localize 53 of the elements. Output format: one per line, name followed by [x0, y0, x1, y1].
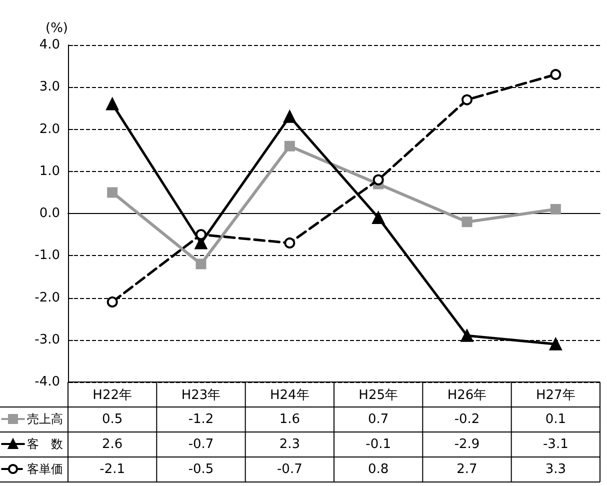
- point: [107, 187, 118, 198]
- point: [372, 211, 385, 224]
- data-label: -0.7: [188, 437, 214, 452]
- legend-label: 客 数: [27, 437, 63, 451]
- data-label: -0.5: [188, 462, 214, 477]
- y-tick-label: -4.0: [34, 374, 60, 390]
- y-tick-label: 2.0: [39, 122, 60, 137]
- data-label: 0.8: [368, 462, 389, 477]
- point: [460, 329, 474, 342]
- data-label: -0.2: [454, 412, 480, 427]
- data-label: -2.1: [100, 462, 126, 477]
- point: [196, 258, 206, 270]
- data-label: 0.5: [102, 412, 123, 427]
- data-label: -0.7: [276, 462, 302, 477]
- point: [106, 296, 118, 308]
- point: [462, 94, 472, 106]
- point: [550, 68, 562, 80]
- y-tick-label: 0.0: [39, 206, 60, 221]
- point: [106, 98, 119, 110]
- y-tick-label: 4.0: [39, 38, 60, 52]
- point: [284, 237, 296, 248]
- point: [462, 216, 472, 228]
- y-tick-label: -3.0: [34, 332, 60, 348]
- data-label: 3.3: [545, 462, 566, 477]
- y-axis-title: (%): [46, 21, 68, 36]
- point: [196, 229, 206, 240]
- data-label: 1.6: [279, 412, 300, 427]
- x-tick-label: H22年: [92, 388, 132, 403]
- data-label: 2.6: [102, 437, 123, 452]
- legend-label: 売上高: [27, 412, 63, 426]
- y-tick-label: -1.0: [34, 248, 60, 264]
- point: [549, 338, 562, 350]
- x-tick-label: H27年: [536, 388, 576, 403]
- point: [284, 140, 295, 152]
- data-label: 0.1: [545, 412, 566, 427]
- x-tick-label: H25年: [358, 388, 398, 403]
- y-tick-label: -2.0: [34, 290, 60, 306]
- x-tick-label: H24年: [270, 388, 310, 403]
- data-label: -0.1: [366, 437, 392, 452]
- data-label: -1.2: [188, 412, 214, 427]
- point: [372, 174, 384, 186]
- x-tick-label: H26年: [447, 388, 487, 403]
- data-label: -2.9: [454, 437, 480, 452]
- data-label: 0.7: [368, 412, 389, 427]
- point: [283, 110, 296, 123]
- y-tick-label: 1.0: [39, 164, 60, 179]
- legend-label: 客単価: [27, 462, 63, 476]
- point: [550, 204, 561, 215]
- y-tick-label: 3.0: [39, 80, 60, 95]
- x-tick-label: H23年: [181, 388, 221, 403]
- data-label: 2.7: [456, 462, 478, 477]
- data-label: -3.1: [542, 437, 568, 452]
- data-label: 2.3: [279, 437, 300, 452]
